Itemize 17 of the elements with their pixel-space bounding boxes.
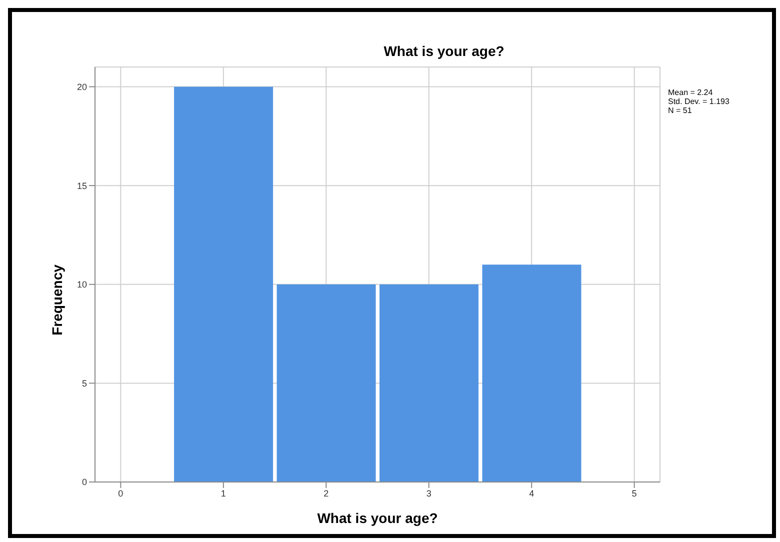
y-axis-title: Frequency [49, 264, 65, 338]
x-tick-label: 2 [324, 488, 329, 498]
text: N = 51 [668, 106, 693, 115]
text: Mean = 2.24 [668, 88, 714, 97]
text: Std. Dev. = 1.193 [668, 97, 730, 106]
chart-title: What is your age? [382, 43, 506, 59]
y-tick-label: 10 [76, 280, 87, 290]
x-tick-label: 3 [426, 488, 432, 498]
x-tick-label: 1 [220, 488, 226, 498]
x-tick-label: 0 [118, 488, 124, 498]
x-axis-title: What is your age? [316, 510, 439, 526]
y-tick-label: 15 [76, 180, 87, 191]
x-tick-label: 5 [632, 488, 637, 498]
y-tick-label: 20 [76, 82, 87, 92]
y-tick-label: 5 [82, 378, 87, 388]
y-tick-label: 0 [82, 477, 87, 488]
x-tick-label: 4 [529, 488, 534, 498]
